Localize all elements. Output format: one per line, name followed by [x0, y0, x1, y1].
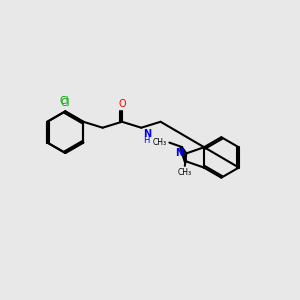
Text: N: N [175, 148, 183, 158]
Text: Cl: Cl [59, 96, 69, 106]
Text: N: N [143, 129, 151, 139]
Text: Cl: Cl [61, 98, 70, 108]
Text: CH₃: CH₃ [178, 168, 192, 177]
Text: CH₃: CH₃ [153, 138, 167, 147]
Text: O: O [118, 99, 126, 109]
Text: H: H [143, 136, 149, 145]
